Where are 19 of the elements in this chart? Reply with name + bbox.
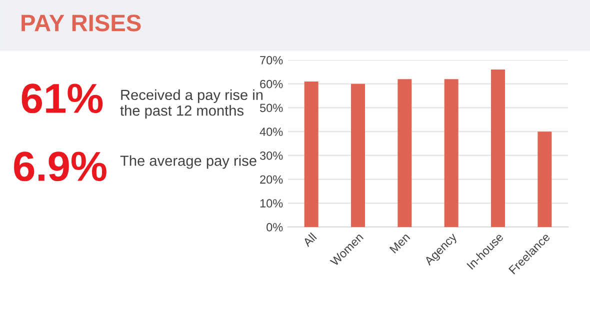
x-tick-label: Men (389, 232, 410, 254)
bar (351, 84, 365, 227)
x-tick-label: All (302, 232, 317, 248)
text: PAY RISES (22, 14, 141, 32)
bar (398, 79, 412, 227)
bar (538, 132, 552, 227)
y-tick-label: 70% (260, 56, 283, 64)
y-tick-label: 0% (266, 223, 283, 232)
y-tick-label: 20% (260, 175, 283, 184)
y-tick-label: 40% (260, 128, 283, 136)
bar (491, 70, 505, 227)
text: The average pay rise (120, 155, 256, 169)
text: 61% (22, 84, 103, 114)
bar (444, 79, 458, 227)
text: 6.9% (14, 152, 106, 182)
y-tick-label: 30% (260, 151, 283, 160)
bar (304, 81, 318, 227)
y-tick-label: 10% (260, 199, 283, 208)
y-tick-label: 60% (260, 80, 283, 88)
